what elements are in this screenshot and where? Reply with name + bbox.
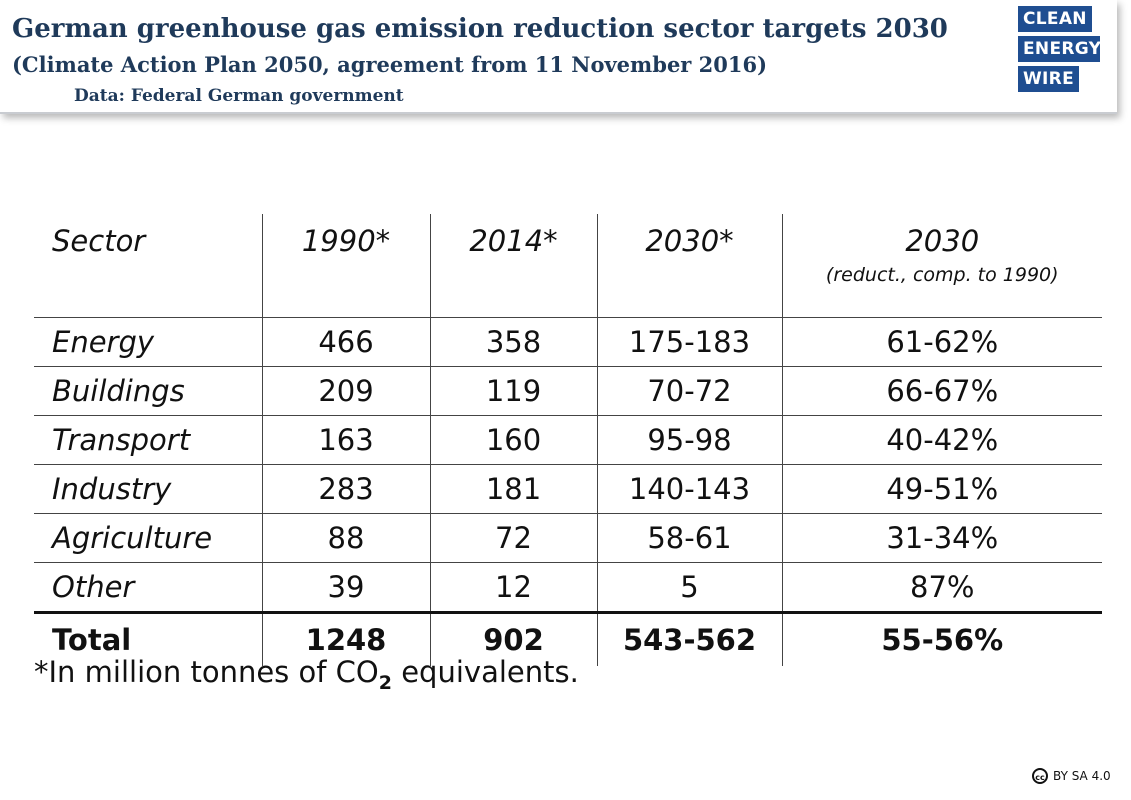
table-row: Industry 283 181 140-143 49-51% [34, 464, 1102, 514]
emissions-table: Sector 1990* 2014* 2030* 2030 (reduct., … [34, 214, 1102, 666]
data-source: Data: Federal German government [74, 86, 404, 106]
column-header-2014: 2014* [429, 214, 597, 318]
cell-reduction-2030: 87% [781, 562, 1102, 613]
page-subtitle: (Climate Action Plan 2050, agreement fro… [12, 52, 768, 77]
logo-line-energy: ENERGY [1018, 36, 1101, 62]
column-header-2030-reduction-label: 2030 [905, 224, 980, 258]
footnote-subscript: 2 [378, 671, 392, 694]
cell-sector: Industry [34, 464, 262, 514]
cell-sector: Agriculture [34, 513, 262, 563]
column-header-note: (reduct., comp. to 1990) [825, 264, 1059, 286]
cell-sector: Total [34, 611, 262, 666]
cell-value-2030: 58-61 [596, 513, 782, 563]
cell-value-2014: 358 [429, 317, 597, 367]
cell-sector: Energy [34, 317, 262, 367]
cell-value-2014: 181 [429, 464, 597, 514]
footnote-suffix: equivalents. [392, 655, 579, 689]
table-body: Energy 466 358 175-183 61-62% Buildings 209 119… [34, 317, 1102, 666]
cell-reduction-2030: 40-42% [781, 415, 1102, 465]
creative-commons-icon: cc [1032, 768, 1048, 784]
cell-value-2030: 70-72 [596, 366, 782, 416]
clean-energy-wire-logo: CLEAN ENERGY WIRE [1018, 6, 1101, 96]
table-row: Buildings 209 119 70-72 66-67% [34, 366, 1102, 416]
cell-value-1990: 39 [261, 562, 430, 613]
cell-value-2014: 119 [429, 366, 597, 416]
cell-value-1990: 1248 [261, 611, 430, 666]
cell-value-2030: 5 [596, 562, 782, 613]
cell-value-2030: 543-562 [596, 611, 782, 666]
cell-reduction-2030: 66-67% [781, 366, 1102, 416]
table-row: Energy 466 358 175-183 61-62% [34, 317, 1102, 367]
license-badge: cc BY SA 4.0 [1032, 768, 1111, 784]
emissions-table-container: Sector 1990* 2014* 2030* 2030 (reduct., … [34, 214, 1102, 666]
cell-value-1990: 209 [261, 366, 430, 416]
column-header-2030-reduction: 2030 (reduct., comp. to 1990) [781, 214, 1102, 318]
cell-value-2014: 902 [429, 611, 597, 666]
column-header-2030: 2030* [596, 214, 782, 318]
footnote-prefix: *In million tonnes of CO [34, 655, 379, 689]
cell-value-1990: 88 [261, 513, 430, 563]
license-text: BY SA 4.0 [1053, 769, 1111, 783]
cell-reduction-2030: 55-56% [781, 611, 1102, 666]
cell-sector: Transport [34, 415, 262, 465]
column-header-1990: 1990* [261, 214, 430, 318]
cell-value-2030: 175-183 [596, 317, 782, 367]
table-total-row: Total 1248 902 543-562 55-56% [34, 611, 1102, 666]
cell-reduction-2030: 49-51% [781, 464, 1102, 514]
header-bar: German greenhouse gas emission reduction… [0, 0, 1117, 114]
table-row: Other 39 12 5 87% [34, 562, 1102, 613]
cell-value-2014: 12 [429, 562, 597, 613]
cell-sector: Buildings [34, 366, 262, 416]
page-title: German greenhouse gas emission reduction… [12, 14, 948, 44]
table-row: Transport 163 160 95-98 40-42% [34, 415, 1102, 465]
cell-value-2014: 72 [429, 513, 597, 563]
cell-value-1990: 163 [261, 415, 430, 465]
logo-line-clean: CLEAN [1018, 6, 1092, 32]
table-header-row: Sector 1990* 2014* 2030* 2030 (reduct., … [34, 214, 1102, 318]
footnote: *In million tonnes of CO2 equivalents. [34, 655, 579, 694]
cell-value-2030: 95-98 [596, 415, 782, 465]
column-header-sector: Sector [52, 224, 146, 258]
cell-reduction-2030: 61-62% [781, 317, 1102, 367]
logo-line-wire: WIRE [1018, 66, 1079, 92]
cell-value-2030: 140-143 [596, 464, 782, 514]
cell-value-1990: 466 [261, 317, 430, 367]
cell-value-1990: 283 [261, 464, 430, 514]
table-row: Agriculture 88 72 58-61 31-34% [34, 513, 1102, 563]
cell-value-2014: 160 [429, 415, 597, 465]
cell-reduction-2030: 31-34% [781, 513, 1102, 563]
cell-sector: Other [34, 562, 262, 613]
